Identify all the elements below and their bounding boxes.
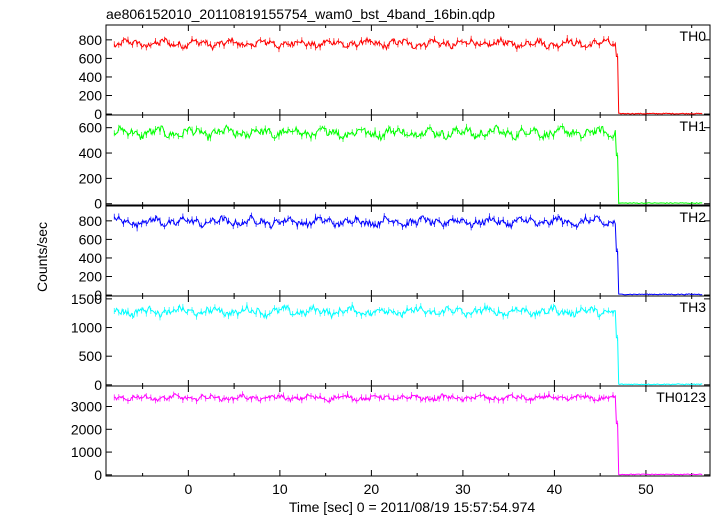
y-tick-label: 1000	[71, 320, 102, 336]
y-tick-label: 0	[94, 106, 102, 122]
panel-label: TH3	[680, 299, 707, 315]
y-tick-label: 200	[79, 88, 103, 104]
x-tick-label: 20	[364, 481, 380, 497]
y-tick-label: 800	[79, 213, 103, 229]
panel-th0123: 0 1000 2000 3000 TH0123	[71, 385, 711, 483]
panel-frame	[105, 114, 711, 206]
y-tick-label: 500	[79, 348, 103, 364]
series-line-th3	[114, 303, 703, 386]
y-tick-label: 1000	[71, 444, 102, 460]
series-line-th0123	[114, 392, 703, 476]
panel-th2: 0 200 400 600 800 TH2	[79, 205, 711, 303]
series-line-th0	[113, 35, 703, 115]
x-tick-label: 50	[638, 481, 654, 497]
panel-label: TH1	[680, 118, 707, 134]
y-tick-label: 0	[94, 287, 102, 303]
panel-label: TH0	[680, 28, 707, 44]
x-tick-label: 10	[272, 481, 288, 497]
panel-frame	[105, 24, 711, 116]
y-tick-label: 600	[79, 50, 103, 66]
series-line-th2	[113, 214, 703, 296]
y-tick-label: 800	[79, 32, 103, 48]
chart-title: ae806152010_20110819155754_wam0_bst_4ban…	[106, 6, 495, 22]
y-axis-label: Counts/sec	[34, 222, 50, 292]
y-tick-label: 200	[79, 170, 103, 186]
x-axis-label: Time [sec] 0 = 2011/08/19 15:57:54.974	[289, 499, 536, 515]
y-tick-label: 0	[94, 196, 102, 212]
y-tick-label: 600	[79, 120, 103, 136]
y-tick-label: 3000	[71, 399, 102, 415]
y-tick-label: 400	[79, 250, 103, 266]
y-tick-label: 600	[79, 231, 103, 247]
panel-th0: 0 200 400 600 800 TH0	[79, 24, 711, 122]
y-tick-label: 400	[79, 145, 103, 161]
panel-th1: 0 200 400 600 TH1	[79, 114, 711, 212]
y-tick-label: 2000	[71, 421, 102, 437]
x-tick-label: 40	[547, 481, 563, 497]
y-tick-label: 0	[94, 377, 102, 393]
panel-label: TH2	[680, 209, 707, 225]
y-tick-label: 400	[79, 69, 103, 85]
series-line-th1	[113, 124, 703, 205]
x-tick-label: 30	[455, 481, 471, 497]
y-tick-label: 200	[79, 269, 103, 285]
x-tick-label: 0	[184, 481, 192, 497]
panel-th3: 0 500 1000 1500 TH3	[71, 291, 711, 393]
panel-label: TH0123	[656, 389, 706, 405]
y-tick-label: 1500	[71, 291, 102, 307]
y-tick-label: 0	[94, 467, 102, 483]
panel-frame	[105, 385, 711, 477]
